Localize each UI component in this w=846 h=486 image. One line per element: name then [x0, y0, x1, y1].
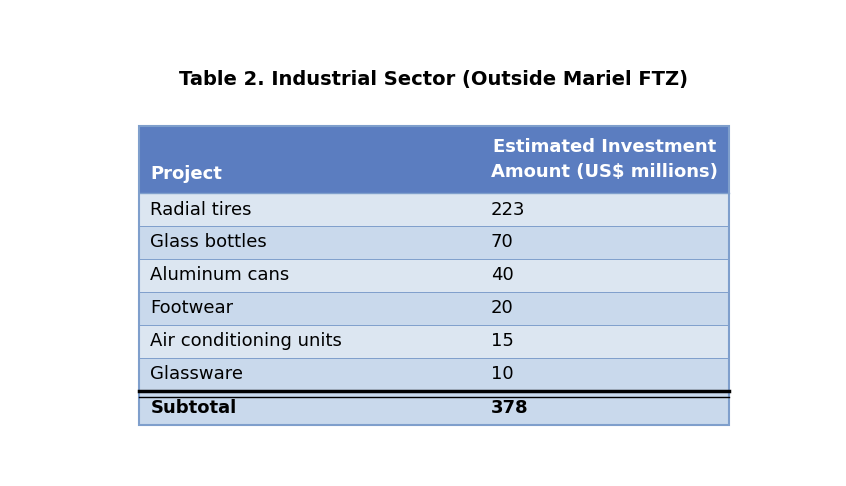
Text: Footwear: Footwear [151, 299, 233, 317]
Text: 20: 20 [491, 299, 514, 317]
Text: Glass bottles: Glass bottles [151, 233, 267, 251]
Bar [139, 325, 728, 358]
Text: 378: 378 [491, 399, 528, 417]
Text: Subtotal: Subtotal [151, 399, 237, 417]
Bar [139, 391, 728, 425]
Bar [139, 292, 728, 325]
Text: 40: 40 [491, 266, 514, 284]
Bar [139, 193, 728, 226]
Text: Radial tires: Radial tires [151, 201, 252, 219]
Text: Table 2. Industrial Sector (Outside Mariel FTZ): Table 2. Industrial Sector (Outside Mari… [179, 69, 688, 88]
Bar [139, 259, 728, 292]
Text: Aluminum cans: Aluminum cans [151, 266, 289, 284]
Text: Estimated Investment
Amount (US$ millions): Estimated Investment Amount (US$ million… [492, 138, 718, 181]
Text: Project: Project [151, 165, 222, 183]
Text: 10: 10 [491, 365, 514, 383]
Bar [139, 358, 728, 391]
Text: 70: 70 [491, 233, 514, 251]
Text: Air conditioning units: Air conditioning units [151, 332, 343, 350]
Bar [139, 226, 728, 259]
Text: 223: 223 [491, 201, 525, 219]
Text: 15: 15 [491, 332, 514, 350]
Text: Glassware: Glassware [151, 365, 244, 383]
